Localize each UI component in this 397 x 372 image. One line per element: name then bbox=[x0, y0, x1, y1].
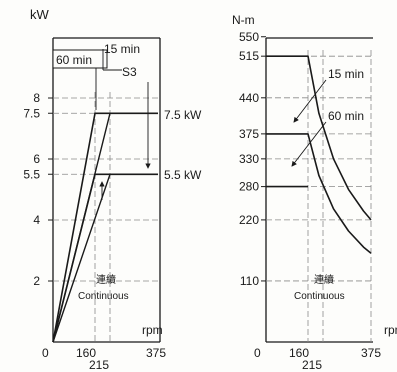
power-y-tick-label: 8 bbox=[33, 91, 40, 105]
power-rating-5-5: 5.5 kW bbox=[164, 168, 202, 182]
torque-y-unit-label: N-m bbox=[232, 13, 255, 27]
torque-continuous-ja: 連續 bbox=[314, 273, 334, 286]
power-y-tick-label: 2 bbox=[33, 274, 40, 288]
torque-y-tick-label: 220 bbox=[239, 213, 259, 227]
power-series-60min bbox=[52, 112, 158, 343]
torque-x-tick-label: 160 bbox=[289, 346, 309, 360]
power-x-tick-label: 0 bbox=[42, 346, 49, 360]
power-grid bbox=[53, 92, 160, 342]
power-y-unit-label: kW bbox=[30, 7, 50, 22]
torque-y-tick-label: 375 bbox=[239, 127, 259, 141]
torque-series-15min bbox=[266, 55, 372, 221]
power-legend-15min: 15 min bbox=[104, 42, 140, 56]
torque-y-tick-label: 280 bbox=[239, 180, 259, 194]
torque-continuous-en: Continuous bbox=[294, 291, 345, 302]
power-x-tick-label: 215 bbox=[89, 358, 109, 372]
power-legend-s3: S3 bbox=[122, 65, 137, 79]
power-series-15min bbox=[52, 112, 158, 343]
power-x-tick-label: 160 bbox=[76, 346, 96, 360]
torque-series-60min bbox=[266, 133, 372, 254]
power-series bbox=[52, 112, 158, 343]
power-series-3 bbox=[52, 173, 158, 343]
torque-y-tick-label: 440 bbox=[239, 91, 259, 105]
torque-x-unit-label: rpm bbox=[384, 323, 397, 337]
torque-series bbox=[266, 55, 372, 254]
power-x-tick-label: 375 bbox=[146, 346, 166, 360]
power-continuous-en: Continuous bbox=[78, 291, 129, 302]
torque-x-tick-label: 215 bbox=[302, 358, 322, 372]
torque-y-tick-label: 515 bbox=[239, 49, 259, 63]
torque-x-tick-label: 0 bbox=[254, 346, 261, 360]
torque-x-tick-label: 375 bbox=[361, 346, 381, 360]
power-y-tick-label: 7.5 bbox=[23, 106, 40, 120]
torque-15min-arrow bbox=[293, 79, 327, 123]
power-y-tick-label: 4 bbox=[33, 213, 40, 227]
torque-y-tick-label: 550 bbox=[239, 30, 259, 44]
power-y-tick-label: 5.5 bbox=[23, 167, 40, 181]
torque-y-tick-label: 330 bbox=[239, 152, 259, 166]
torque-label-60min: 60 min bbox=[328, 109, 364, 123]
power-continuous-ja: 連續 bbox=[96, 273, 116, 286]
power-y-tick-label: 6 bbox=[33, 152, 40, 166]
power-legend-frame bbox=[52, 49, 108, 69]
torque-y-tick-label: 110 bbox=[240, 274, 259, 288]
power-rating-7-5: 7.5 kW bbox=[164, 108, 202, 122]
power-x-unit-label: rpm bbox=[142, 323, 163, 337]
torque-grid bbox=[266, 50, 373, 342]
power-legend-60min: 60 min bbox=[56, 53, 92, 67]
torque-60min-arrow bbox=[291, 121, 327, 167]
torque-label-15min: 15 min bbox=[328, 67, 364, 81]
